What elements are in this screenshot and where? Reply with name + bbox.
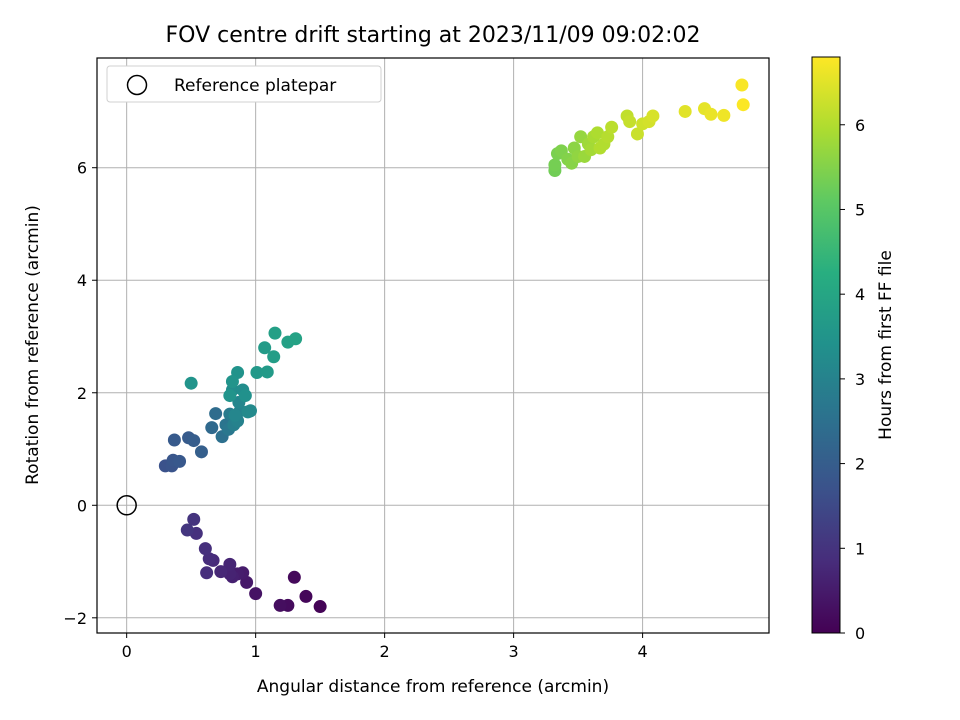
scatter-point xyxy=(646,109,660,123)
x-tick-label: 0 xyxy=(122,642,132,661)
x-tick-label: 1 xyxy=(251,642,261,661)
scatter-point xyxy=(289,332,303,346)
scatter-point xyxy=(187,434,201,448)
x-tick-label: 2 xyxy=(380,642,390,661)
scatter-point xyxy=(187,512,201,526)
y-axis-label: Rotation from reference (arcmin) xyxy=(23,205,43,485)
scatter-point xyxy=(313,600,327,614)
colorbar-gradient xyxy=(811,56,841,634)
y-tick-label: 0 xyxy=(77,496,87,515)
scatter-point xyxy=(736,98,750,112)
scatter-point xyxy=(200,566,214,580)
scatter-point xyxy=(225,375,239,389)
scatter-point xyxy=(223,389,237,403)
scatter-point xyxy=(209,407,223,421)
x-axis-ticks: 0 1 2 3 4 xyxy=(122,633,648,661)
colorbar-label: Hours from first FF file xyxy=(876,250,896,440)
colorbar-ticks: 0 1 2 3 4 5 6 xyxy=(840,116,865,643)
plot-frame xyxy=(96,57,770,634)
legend-entry-reference-platepar: Reference platepar xyxy=(174,76,336,96)
scatter-point xyxy=(548,158,562,172)
colorbar-tick-label: 4 xyxy=(855,285,865,304)
y-tick-label: −2 xyxy=(63,609,87,628)
scatter-point xyxy=(250,366,264,380)
scatter-point xyxy=(202,552,216,566)
scatter-point xyxy=(167,433,181,447)
y-tick-label: 4 xyxy=(77,271,87,290)
data-points xyxy=(158,78,750,614)
scatter-point xyxy=(223,557,237,571)
colorbar-tick-label: 2 xyxy=(855,455,865,474)
legend-marker-icon xyxy=(126,74,148,96)
scatter-point xyxy=(214,565,228,579)
y-tick-label: 2 xyxy=(77,384,87,403)
scatter-point xyxy=(717,108,731,122)
scatter-point xyxy=(194,445,208,459)
colorbar-tick-label: 6 xyxy=(855,116,865,135)
x-axis-label: Angular distance from reference (arcmin) xyxy=(257,677,609,697)
chart-title: FOV centre drift starting at 2023/11/09 … xyxy=(166,23,701,48)
colorbar: 0 1 2 3 4 5 6 Hours from first FF file xyxy=(811,56,896,643)
scatter-point xyxy=(198,542,212,556)
colorbar-tick-label: 5 xyxy=(855,200,865,219)
scatter-point xyxy=(258,341,272,355)
scatter-point xyxy=(205,421,219,435)
scatter-point xyxy=(273,598,287,612)
y-tick-label: 6 xyxy=(77,159,87,178)
colorbar-tick-label: 3 xyxy=(855,370,865,389)
scatter-point xyxy=(299,589,313,603)
scatter-point xyxy=(605,120,619,134)
scatter-point xyxy=(735,78,749,92)
scatter-point xyxy=(678,104,692,118)
scatter-point xyxy=(173,454,187,468)
scatter-point xyxy=(243,404,257,418)
x-tick-label: 3 xyxy=(509,642,519,661)
scatter-point xyxy=(184,376,198,390)
scatter-point xyxy=(630,127,644,141)
scatter-point xyxy=(704,107,718,121)
reference-platepar-marker xyxy=(116,495,137,516)
grid-lines xyxy=(97,58,769,633)
colorbar-tick-label: 1 xyxy=(855,539,865,558)
y-axis-ticks: −2 0 2 4 6 xyxy=(63,159,97,628)
scatter-point xyxy=(287,570,301,584)
legend: Reference platepar xyxy=(106,65,382,103)
scatter-point xyxy=(180,523,194,537)
scatter-point xyxy=(623,115,637,129)
scatter-point xyxy=(590,126,604,140)
scatter-point xyxy=(249,587,263,601)
scatter-point xyxy=(260,365,274,379)
scatter-point xyxy=(228,408,242,422)
scatter-point xyxy=(268,326,282,340)
scatter-point xyxy=(238,389,252,403)
colorbar-tick-label: 0 xyxy=(855,624,865,643)
legend-box xyxy=(106,65,382,103)
x-tick-label: 4 xyxy=(638,642,648,661)
scatter-point xyxy=(267,350,281,364)
